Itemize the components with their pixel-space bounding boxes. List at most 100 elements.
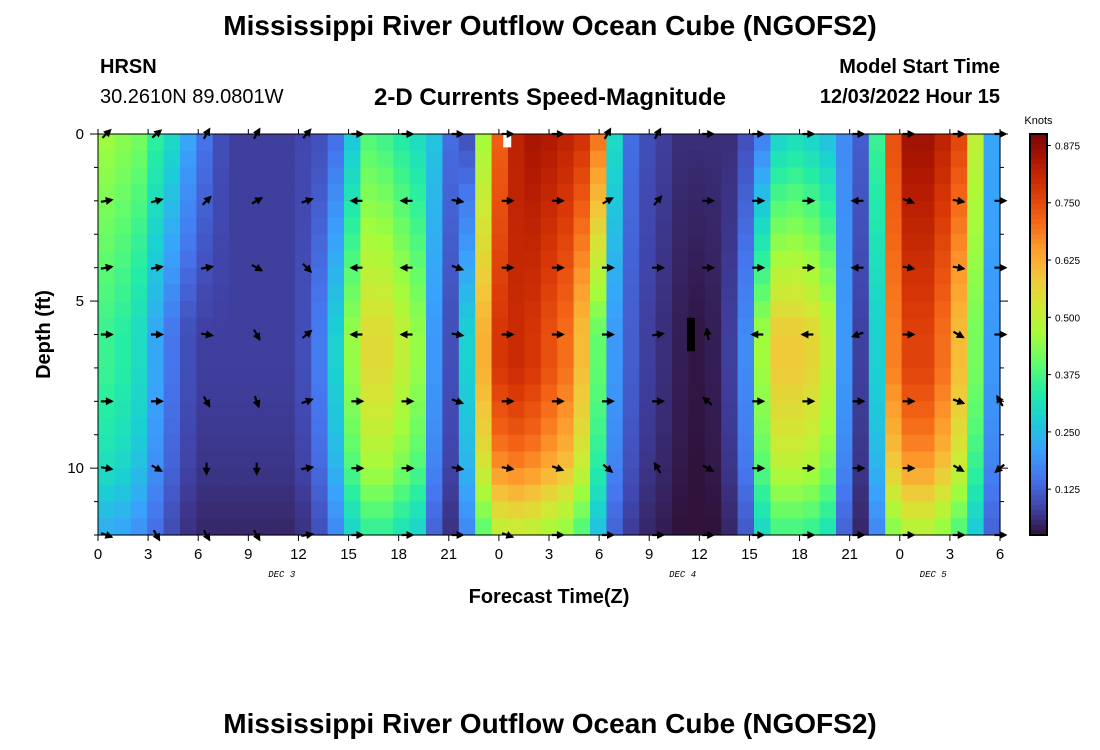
heatmap-cell bbox=[868, 367, 886, 386]
colorbar-swatch bbox=[1030, 309, 1047, 316]
heatmap-cell bbox=[114, 484, 132, 503]
heatmap-cell bbox=[393, 351, 411, 369]
heatmap-cell bbox=[508, 301, 525, 319]
heatmap-cell bbox=[983, 284, 1001, 302]
colorbar-swatch bbox=[1030, 219, 1047, 225]
heatmap-cell bbox=[934, 317, 952, 336]
heatmap-cell bbox=[901, 234, 919, 252]
heatmap-cell bbox=[950, 317, 968, 336]
heatmap-cell bbox=[147, 501, 165, 519]
heatmap-cell bbox=[836, 317, 853, 336]
heatmap-cell bbox=[344, 334, 361, 352]
heatmap-cell bbox=[688, 167, 706, 185]
heatmap-cell bbox=[950, 234, 968, 252]
heatmap-cell bbox=[98, 334, 115, 352]
current-arrow bbox=[902, 196, 916, 205]
heatmap-cell bbox=[754, 468, 771, 486]
heatmap-cell bbox=[704, 217, 722, 235]
heatmap-cell bbox=[803, 468, 821, 486]
heatmap-cell bbox=[147, 200, 165, 219]
colorbar-swatch bbox=[1030, 144, 1047, 150]
heatmap-cell bbox=[852, 501, 870, 519]
current-arrow bbox=[100, 197, 114, 205]
heatmap-cell bbox=[508, 134, 525, 152]
heatmap-cell bbox=[557, 451, 575, 469]
heatmap-cell bbox=[262, 367, 279, 386]
heatmap-cell bbox=[475, 501, 493, 519]
colorbar-swatch bbox=[1030, 279, 1047, 285]
heatmap-cell bbox=[770, 167, 788, 185]
heatmap-cell bbox=[836, 501, 853, 519]
heatmap-cell bbox=[721, 234, 739, 252]
heatmap-cell bbox=[278, 401, 296, 419]
colorbar-swatch bbox=[1030, 179, 1047, 185]
heatmap-cell bbox=[147, 134, 165, 152]
heatmap-cell bbox=[754, 267, 771, 285]
heatmap-cell bbox=[163, 401, 181, 419]
heatmap-cell bbox=[393, 484, 411, 503]
heatmap-cell bbox=[163, 250, 181, 269]
heatmap-cell bbox=[622, 267, 640, 285]
heatmap-cell bbox=[130, 217, 148, 235]
heatmap-cell bbox=[262, 351, 279, 369]
heatmap-cell bbox=[508, 167, 525, 185]
heatmap-cell bbox=[934, 284, 952, 302]
heatmap-cell bbox=[868, 234, 886, 252]
heatmap-cell bbox=[163, 501, 181, 519]
heatmap-cell bbox=[229, 351, 247, 369]
heatmap-cell bbox=[754, 484, 771, 503]
heatmap-cell bbox=[278, 184, 296, 202]
heatmap-cell bbox=[229, 451, 247, 469]
heatmap-cell bbox=[360, 401, 378, 419]
current-arrow bbox=[501, 263, 515, 272]
heatmap-cell bbox=[950, 184, 968, 202]
heatmap-cell bbox=[540, 267, 558, 285]
heatmap-cell bbox=[458, 384, 476, 402]
heatmap-cell bbox=[639, 217, 657, 235]
heatmap-cell bbox=[311, 367, 329, 386]
colorbar-swatch bbox=[1030, 269, 1047, 275]
heatmap-cell bbox=[491, 451, 509, 469]
heatmap-cell bbox=[754, 451, 771, 469]
heatmap-cell bbox=[639, 200, 657, 219]
current-arrow bbox=[800, 330, 814, 339]
colorbar-swatch bbox=[1030, 444, 1047, 451]
heatmap-cell bbox=[327, 150, 345, 169]
colorbar-swatch bbox=[1030, 419, 1047, 426]
heatmap-cell bbox=[376, 334, 394, 352]
heatmap-cell bbox=[524, 334, 542, 352]
heatmap-cell bbox=[393, 401, 411, 419]
colorbar-swatch bbox=[1030, 479, 1047, 486]
current-arrow bbox=[551, 397, 565, 406]
heatmap-cell bbox=[426, 317, 443, 336]
current-arrow bbox=[852, 397, 866, 406]
colorbar-swatch bbox=[1030, 374, 1047, 381]
heatmap-cell bbox=[868, 267, 886, 285]
current-arrow bbox=[852, 464, 866, 473]
heatmap-cell bbox=[819, 451, 837, 469]
heatmap-cell bbox=[212, 401, 230, 419]
heatmap-cell bbox=[426, 167, 443, 185]
heatmap-cell bbox=[737, 317, 755, 336]
heatmap-cell bbox=[98, 434, 115, 453]
heatmap-cell bbox=[770, 518, 788, 536]
heatmap-cell bbox=[278, 501, 296, 519]
heatmap-cell bbox=[770, 134, 788, 152]
heatmap-cell bbox=[557, 501, 575, 519]
heatmap-cell bbox=[426, 468, 443, 486]
x-tick-label: 12 bbox=[290, 546, 307, 563]
heatmap-cell bbox=[409, 418, 427, 436]
heatmap-cell bbox=[278, 134, 296, 152]
heatmap-cell bbox=[819, 150, 837, 169]
current-arrow bbox=[802, 196, 816, 205]
heatmap-cell bbox=[229, 384, 247, 402]
heatmap-cell bbox=[229, 217, 247, 235]
heatmap-cell bbox=[344, 150, 361, 169]
heatmap-cell bbox=[622, 317, 640, 336]
heatmap-cell bbox=[639, 267, 657, 285]
heatmap-cell bbox=[885, 234, 903, 252]
heatmap-cell bbox=[294, 334, 312, 352]
heatmap-cell bbox=[376, 250, 394, 269]
heatmap-cell bbox=[819, 418, 837, 436]
heatmap-cell bbox=[639, 401, 657, 419]
